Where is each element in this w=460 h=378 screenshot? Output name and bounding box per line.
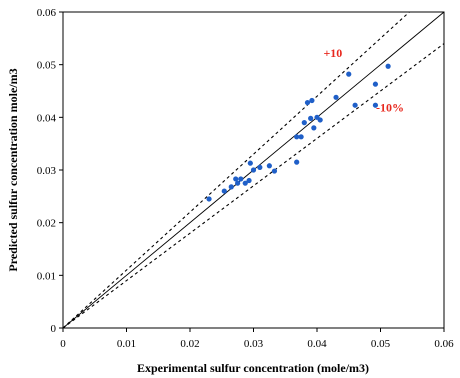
y-tick-label: 0.02 <box>37 218 56 230</box>
data-point <box>228 184 234 190</box>
x-tick-label: 0 <box>60 338 66 350</box>
bound-line-2 <box>62 43 445 329</box>
data-point <box>385 63 391 69</box>
y-axis-title: Predicted sulfur concentration mole/m3 <box>6 68 20 271</box>
data-point <box>301 120 307 126</box>
data-point <box>352 102 358 108</box>
y-tick-label: 0.06 <box>37 7 57 19</box>
data-point <box>317 117 323 123</box>
x-tick-label: 0.03 <box>244 338 264 350</box>
data-point <box>242 180 248 186</box>
x-tick-label: 0.04 <box>307 338 327 350</box>
x-tick-label: 0.01 <box>117 338 136 350</box>
data-point <box>250 167 257 173</box>
data-point <box>308 115 314 121</box>
y-tick-label: 0 <box>51 323 57 335</box>
y-tick-label: 0.05 <box>37 60 57 72</box>
x-tick-label: 0.06 <box>434 338 454 350</box>
data-point <box>372 81 379 87</box>
data-point <box>372 102 379 108</box>
annotations: +10 -10% <box>323 46 404 115</box>
data-point <box>294 134 300 140</box>
data-point <box>333 94 339 100</box>
data-point <box>311 125 317 131</box>
data-point <box>294 159 300 165</box>
data-point <box>257 164 263 170</box>
data-point <box>206 196 212 202</box>
data-point <box>246 177 252 184</box>
y-tick-label: 0.01 <box>37 270 56 282</box>
data-point <box>271 168 278 174</box>
y-axis: 0 0.01 0.02 0.03 0.04 0.05 0.06 <box>37 7 63 335</box>
data-point <box>235 180 241 186</box>
data-point <box>238 176 244 182</box>
data-point <box>221 188 227 194</box>
annotation-label: -10% <box>376 101 404 115</box>
bound-line-1 <box>62 11 410 329</box>
data-point <box>233 176 239 182</box>
y-tick-label: 0.03 <box>37 165 57 177</box>
x-tick-label: 0.02 <box>180 338 199 350</box>
data-point <box>266 163 272 169</box>
annotation-label: +10 <box>323 46 342 60</box>
data-points <box>206 63 391 202</box>
data-point <box>346 71 352 77</box>
x-axis: 0 0.01 0.02 0.03 0.04 0.05 0.06 <box>60 328 454 350</box>
y-tick-label: 0.04 <box>37 112 57 124</box>
x-tick-label: 0.05 <box>371 338 391 350</box>
x-axis-title: Experimental sulfur concentration (mole/… <box>137 361 369 375</box>
data-point <box>304 99 311 106</box>
data-point <box>309 97 315 104</box>
data-point <box>298 134 304 140</box>
data-point <box>247 160 253 166</box>
